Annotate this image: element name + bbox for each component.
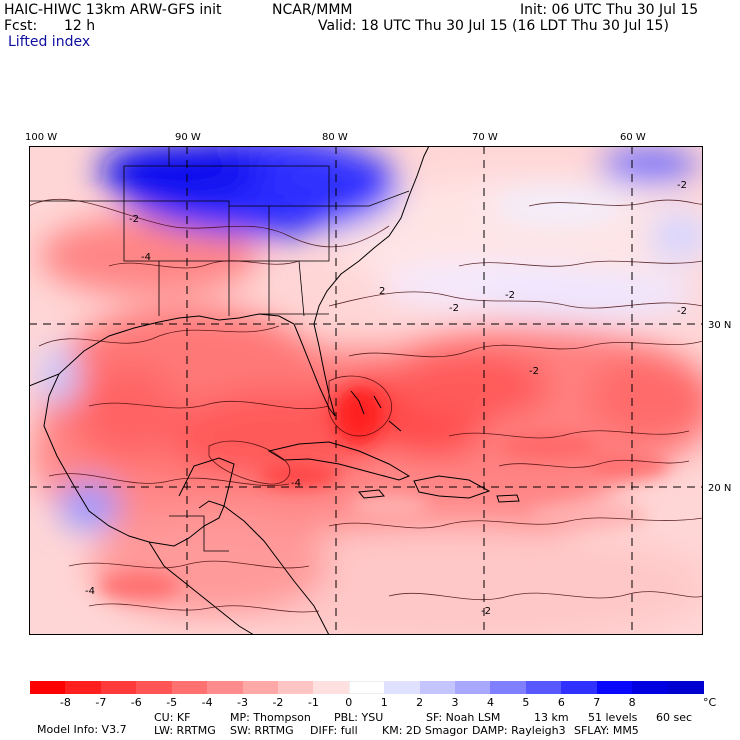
contour-lines [29, 198, 703, 613]
colorbar-swatch [242, 681, 279, 694]
colorbar-swatch [313, 681, 350, 694]
pbl-scheme: PBL: YSU [334, 711, 384, 724]
lon-label-100w: 100 W [25, 132, 58, 143]
colorbar-swatch [455, 681, 492, 694]
colorbar-swatch [667, 681, 704, 694]
resolution: 13 km [534, 711, 569, 724]
lon-label-70w: 70 W [472, 132, 498, 143]
contour-label: -2 [677, 180, 687, 191]
model-version: Model Info: V3.7 [37, 723, 127, 736]
colorbar-tick-label: -5 [166, 696, 178, 709]
lon-label-60w: 60 W [620, 132, 646, 143]
colorbar-swatch [419, 681, 456, 694]
colorbar-swatch [561, 681, 598, 694]
colorbar-tick-label: 6 [557, 696, 565, 709]
sflay-scheme: SFLAY: MM5 [574, 724, 639, 737]
colorbar-swatch [277, 681, 314, 694]
colorbar-tick-label: -6 [130, 696, 142, 709]
colorbar-swatch [596, 681, 633, 694]
contour-label: 2 [379, 286, 385, 297]
colorbar-swatch [100, 681, 137, 694]
colorbar-swatch [30, 681, 67, 694]
colorbar-tick-label: 2 [416, 696, 424, 709]
field-name: Lifted index [8, 34, 91, 50]
cu-scheme: CU: KF [154, 711, 191, 724]
map-frame [29, 146, 703, 635]
mp-scheme: MP: Thompson [230, 711, 311, 724]
model-title: HAIC-HIWC 13km ARW-GFS init [4, 2, 222, 18]
contour-label: -2 [677, 306, 687, 317]
contour-label: -4 [291, 478, 301, 489]
lw-scheme: LW: RRTMG [154, 724, 216, 737]
colorbar-tick-label: -3 [237, 696, 248, 709]
lifted-index-map: -2 -2 -4 -2 -2 -2 2 -2 -4 -2 -4 [29, 146, 703, 635]
lon-label-90w: 90 W [175, 132, 201, 143]
contour-label: -2 [505, 290, 515, 301]
colorbar-tick-label: -1 [307, 696, 319, 709]
lat-label-20n: 20 N [708, 483, 732, 494]
center-name: NCAR/MMM [272, 2, 353, 18]
contour-label: -2 [529, 366, 539, 377]
colorbar-swatch [525, 681, 562, 694]
colorbar-swatch [171, 681, 208, 694]
contour-label: -4 [141, 252, 151, 263]
contour-label: -2 [481, 606, 491, 617]
sw-scheme: SW: RRTMG [230, 724, 294, 737]
colorbar-tick-label: 5 [522, 696, 530, 709]
lat-lon-grid [29, 146, 703, 635]
timestep: 60 sec [656, 711, 693, 724]
fcst-label: Fcst: [4, 18, 38, 34]
contour-label: -2 [129, 214, 139, 225]
lat-label-30n: 30 N [708, 320, 732, 331]
colorbar-tick-label: 4 [486, 696, 494, 709]
colorbar-tick-label: -4 [201, 696, 213, 709]
colorbar-tick-label: 8 [628, 696, 636, 709]
coastlines [29, 146, 520, 635]
colorbar-swatch [207, 681, 244, 694]
damp-scheme: DAMP: Rayleigh3 [472, 724, 566, 737]
colorbar-swatch [632, 681, 669, 694]
shading-detail [99, 388, 669, 600]
colorbar-swatch [490, 681, 527, 694]
contour-label: -4 [85, 586, 95, 597]
contour-label: -2 [449, 303, 459, 314]
levels: 51 levels [588, 711, 638, 724]
fcst-value: 12 h [64, 18, 96, 34]
colorbar-tick-label: -7 [95, 696, 107, 709]
colorbar-swatch [384, 681, 421, 694]
diff-scheme: DIFF: full [310, 724, 358, 737]
colorbar-tick-label: 0 [345, 696, 353, 709]
lon-label-80w: 80 W [322, 132, 348, 143]
valid-time: Valid: 18 UTC Thu 30 Jul 15 (16 LDT Thu … [318, 18, 669, 34]
colorbar-swatch [348, 681, 385, 694]
contour-labels: -2 -2 -4 -2 -2 -2 2 -2 -4 -2 -4 [85, 180, 687, 617]
colorbar-tick-label: 1 [380, 696, 388, 709]
km-scheme: KM: 2D Smagor [382, 724, 468, 737]
colorbar-tick-label: -8 [59, 696, 71, 709]
model-info-line1: Model Info: V3.7 [30, 712, 127, 736]
colorbar-swatch [136, 681, 173, 694]
colorbar-tick-label: 7 [593, 696, 601, 709]
colorbar-tick-label: 3 [451, 696, 459, 709]
sf-scheme: SF: Noah LSM [426, 711, 501, 724]
init-time: Init: 06 UTC Thu 30 Jul 15 [520, 2, 699, 18]
colorbar-tick-label: -2 [272, 696, 284, 709]
colorbar-swatch [65, 681, 102, 694]
colorbar-unit: °C [703, 696, 717, 709]
